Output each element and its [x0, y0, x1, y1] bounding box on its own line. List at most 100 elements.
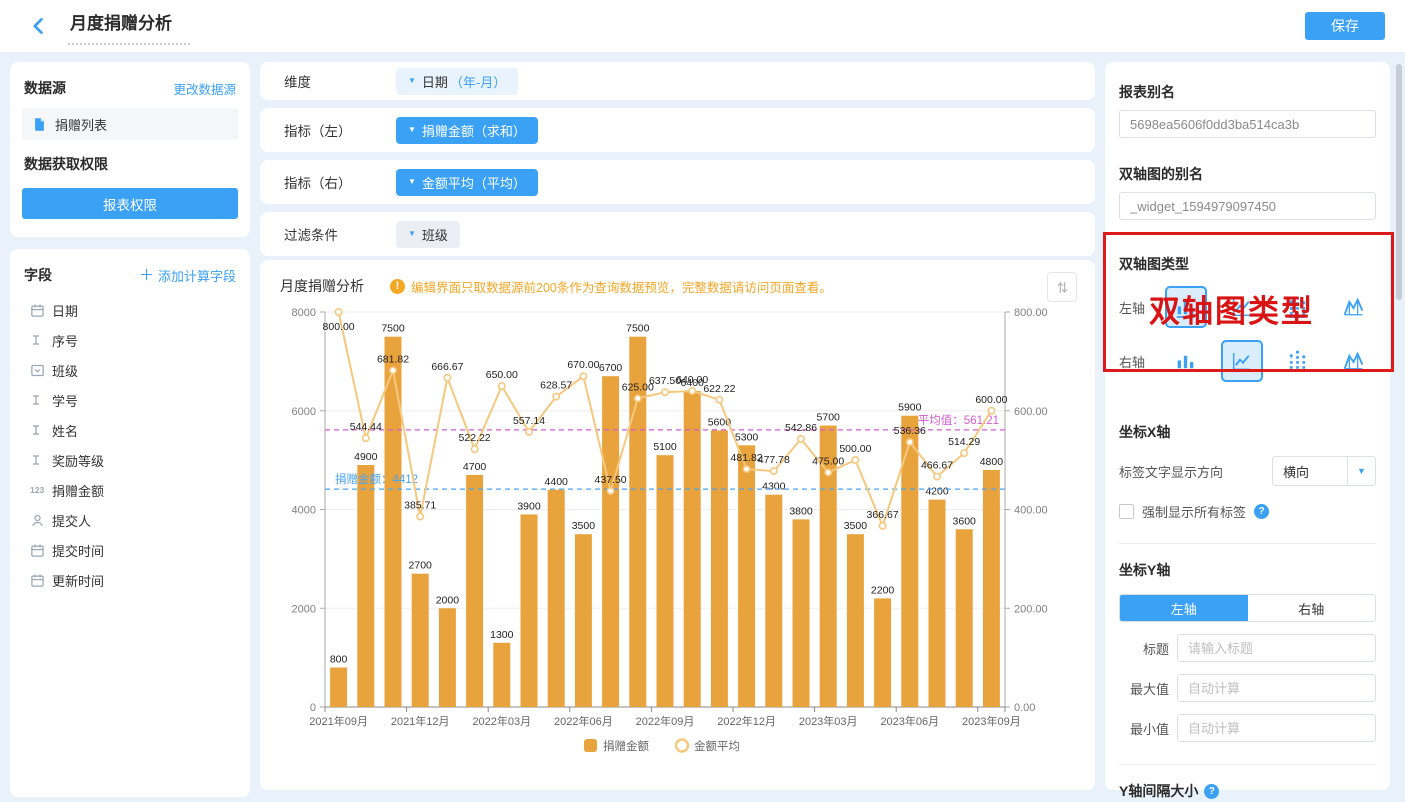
- help-icon[interactable]: ?: [1254, 504, 1270, 519]
- dashed-bar-chart-icon[interactable]: [1276, 286, 1318, 328]
- add-calc-field-link[interactable]: ＋ 添加计算字段: [139, 266, 236, 285]
- y-axis-tabs: 左轴 右轴: [1119, 594, 1376, 622]
- svg-text:400.00: 400.00: [1014, 505, 1048, 517]
- svg-text:5700: 5700: [817, 412, 841, 424]
- bar: [928, 499, 946, 707]
- field-item[interactable]: 班级: [22, 355, 238, 385]
- area-chart-icon[interactable]: [1332, 340, 1374, 382]
- datasource-item[interactable]: 捐赠列表: [22, 108, 238, 140]
- date-icon: [30, 303, 52, 318]
- field-item[interactable]: 学号: [22, 385, 238, 415]
- svg-text:3500: 3500: [844, 520, 868, 532]
- line-chart-icon[interactable]: [1220, 340, 1263, 382]
- axis-min-label: 最小值: [1129, 721, 1169, 737]
- field-label: 学号: [52, 393, 79, 409]
- force-all-labels-label: 强制显示所有标签: [1142, 505, 1247, 520]
- force-all-labels-checkbox[interactable]: [1119, 504, 1134, 519]
- sort-button[interactable]: [1047, 272, 1077, 302]
- line-chart-icon[interactable]: [1221, 286, 1263, 328]
- field-item[interactable]: 提交人: [22, 505, 238, 535]
- y-interval-title: Y轴间隔大小: [1119, 783, 1199, 799]
- text-icon: [30, 334, 52, 346]
- dimension-pill[interactable]: ▼ 日期 （年-月）: [396, 67, 519, 95]
- bar: [792, 519, 810, 707]
- save-button[interactable]: 保存: [1305, 12, 1385, 40]
- area-chart-icon[interactable]: [1332, 286, 1374, 328]
- svg-text:6700: 6700: [599, 362, 623, 374]
- widget-alias-input[interactable]: [1119, 192, 1376, 220]
- svg-text:481.82: 481.82: [731, 452, 763, 464]
- svg-text:3900: 3900: [517, 500, 541, 512]
- field-item[interactable]: 奖励等级: [22, 445, 238, 475]
- settings-panel: 报表别名 双轴图的别名 双轴图类型 左轴 右轴 双轴图类型 坐标X轴 标签文字显…: [1103, 62, 1394, 799]
- filter-pill[interactable]: ▼ 班级: [396, 220, 460, 248]
- svg-text:2022年06月: 2022年06月: [554, 714, 613, 728]
- dimension-row: 维度 ▼ 日期 （年-月）: [260, 62, 1095, 100]
- field-item[interactable]: 日期: [22, 295, 238, 325]
- datasource-name: 捐赠列表: [55, 117, 108, 133]
- svg-text:捐赠金额: 捐赠金额: [603, 739, 649, 753]
- dual-axis-type-title: 双轴图类型: [1119, 256, 1189, 272]
- svg-text:2000: 2000: [436, 594, 460, 606]
- svg-text:6400: 6400: [681, 377, 705, 389]
- back-chevron-icon: [29, 16, 49, 36]
- field-item[interactable]: 提交时间: [22, 535, 238, 565]
- bar: [710, 430, 728, 707]
- select-icon: [30, 363, 52, 378]
- report-alias-input[interactable]: [1119, 110, 1376, 138]
- field-label: 提交时间: [52, 543, 105, 559]
- bar: [765, 494, 783, 707]
- axis-title-label: 标题: [1142, 641, 1169, 657]
- page-title: 月度捐赠分析: [68, 7, 190, 45]
- svg-text:4400: 4400: [545, 476, 569, 488]
- metric-left-pill[interactable]: ▼ 捐赠金额（求和）: [396, 116, 538, 144]
- svg-text:4200: 4200: [925, 486, 949, 498]
- right-axis-label: 右轴: [1119, 354, 1146, 370]
- change-datasource-link[interactable]: 更改数据源: [173, 82, 236, 97]
- field-item[interactable]: 更新时间: [22, 565, 238, 595]
- help-icon[interactable]: ?: [1204, 783, 1220, 799]
- sort-icon: [1054, 279, 1071, 296]
- bar: [982, 470, 1000, 707]
- warning-text: 编辑界面只取数据源前200条作为查询数据预览，完整数据请访问页面查看。: [411, 280, 832, 295]
- report-alias-label: 报表别名: [1119, 84, 1175, 100]
- svg-text:466.67: 466.67: [921, 460, 953, 472]
- svg-text:5900: 5900: [898, 402, 922, 414]
- bar: [357, 465, 375, 707]
- text-icon: [30, 394, 52, 406]
- report-permission-button[interactable]: 报表权限: [22, 188, 238, 219]
- tab-left-axis[interactable]: 左轴: [1120, 595, 1248, 621]
- bar-chart-icon[interactable]: [1165, 340, 1207, 382]
- bar: [602, 376, 620, 707]
- axis-max-input[interactable]: [1177, 674, 1376, 702]
- caret-down-icon: ▼: [408, 177, 416, 186]
- tab-right-axis[interactable]: 右轴: [1247, 595, 1375, 621]
- axis-min-input[interactable]: [1177, 714, 1376, 742]
- field-item[interactable]: 序号: [22, 325, 238, 355]
- metric-right-pill[interactable]: ▼ 金额平均（平均）: [396, 168, 538, 196]
- bar: [656, 455, 674, 707]
- svg-text:2022年12月: 2022年12月: [717, 714, 776, 728]
- field-item[interactable]: 123 捐赠金额: [22, 475, 238, 505]
- back-button[interactable]: [24, 11, 54, 41]
- axis-title-input[interactable]: [1177, 634, 1376, 662]
- svg-text:6000: 6000: [292, 406, 316, 418]
- svg-text:477.78: 477.78: [758, 454, 790, 466]
- svg-text:5300: 5300: [735, 431, 759, 443]
- bar-chart-icon[interactable]: [1164, 286, 1207, 328]
- svg-text:800.00: 800.00: [323, 321, 355, 333]
- bar: [520, 514, 538, 707]
- datasource-title: 数据源: [24, 80, 66, 96]
- user-icon: [30, 513, 52, 528]
- dashed-bar-chart-icon[interactable]: [1276, 340, 1318, 382]
- bar: [846, 534, 864, 707]
- label-direction-select[interactable]: 横向 ▼: [1272, 456, 1376, 486]
- svg-text:2021年09月: 2021年09月: [309, 714, 368, 728]
- bar: [411, 573, 429, 707]
- svg-text:5600: 5600: [708, 417, 732, 429]
- metric-right-row: 指标（右） ▼ 金额平均（平均）: [260, 160, 1095, 204]
- label-direction-label: 标签文字显示方向: [1119, 464, 1224, 480]
- metric-right-value: 金额平均（平均）: [421, 175, 526, 191]
- field-item[interactable]: 姓名: [22, 415, 238, 445]
- scrollbar-thumb[interactable]: [1396, 64, 1402, 300]
